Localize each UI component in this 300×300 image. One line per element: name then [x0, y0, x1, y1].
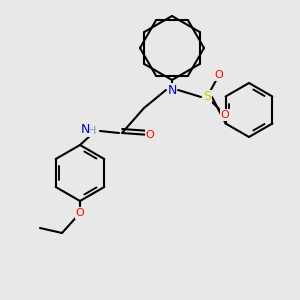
- Text: N: N: [80, 124, 90, 136]
- Text: H: H: [88, 126, 96, 136]
- Text: S: S: [203, 91, 211, 103]
- Text: O: O: [220, 110, 230, 120]
- Text: N: N: [167, 83, 177, 97]
- Text: O: O: [146, 130, 154, 140]
- Text: O: O: [76, 208, 84, 218]
- Text: O: O: [214, 70, 224, 80]
